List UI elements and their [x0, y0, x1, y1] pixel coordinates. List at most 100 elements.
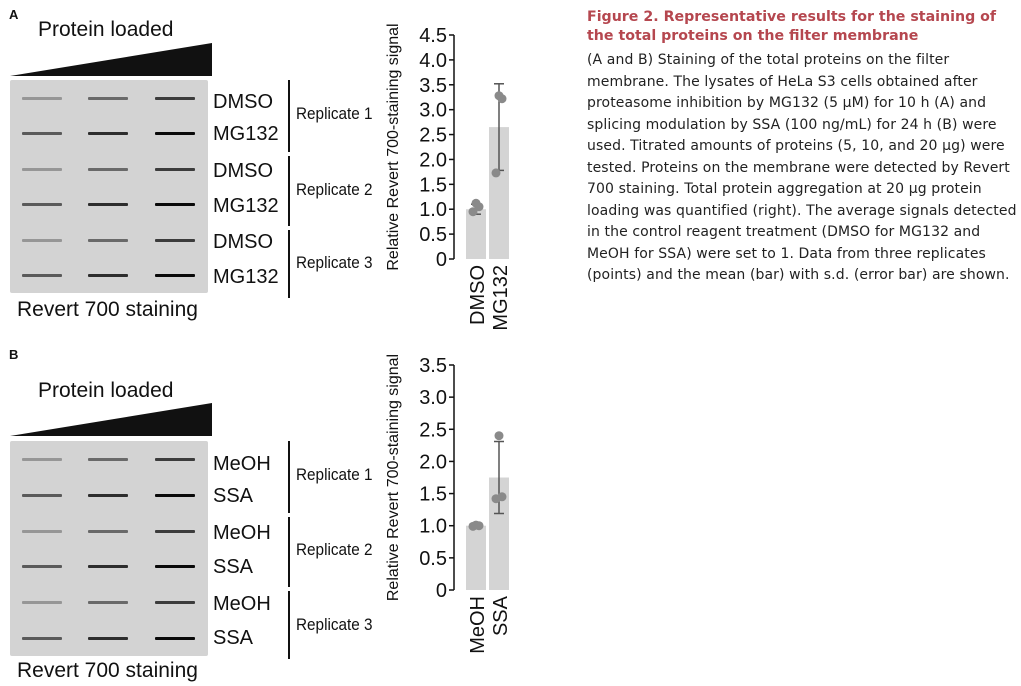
blot-band: [22, 637, 62, 640]
loading-gradient-wedge: [10, 43, 212, 76]
row-label: MG132: [213, 266, 279, 288]
blot-band: [88, 637, 128, 640]
replicate-label: Replicate 2: [296, 540, 373, 559]
y-tick-label: 4.0: [419, 50, 447, 72]
blot-band: [22, 239, 62, 242]
row-label: MeOH: [213, 522, 271, 544]
y-tick-label: 1.0: [419, 516, 447, 538]
blot-band: [88, 132, 128, 135]
blot-band: [88, 601, 128, 604]
row-label: DMSO: [213, 160, 273, 182]
blot-band: [88, 494, 128, 497]
figure-caption: Figure 2. Representative results for the…: [587, 8, 1017, 287]
caption-body: (A and B) Staining of the total proteins…: [587, 52, 1017, 283]
data-point: [497, 492, 507, 502]
blot-band: [155, 637, 195, 640]
blot-band: [155, 601, 195, 604]
panel-letter-b: B: [9, 347, 19, 362]
staining-label: Revert 700 staining: [17, 659, 198, 682]
panel-letter-a: A: [9, 7, 19, 22]
row-label: DMSO: [213, 231, 273, 253]
loading-gradient-wedge: [10, 403, 212, 436]
blot-band: [22, 458, 62, 461]
x-category-label: DMSO: [467, 265, 489, 325]
blot-band: [155, 203, 195, 206]
data-point: [471, 198, 481, 208]
blot-band: [88, 274, 128, 277]
x-category-label: MG132: [490, 265, 512, 331]
y-tick-label: 3.0: [419, 387, 447, 409]
blot-band: [22, 132, 62, 135]
y-tick-label: 1.5: [419, 484, 447, 506]
blot-band: [22, 494, 62, 497]
blot-band: [88, 97, 128, 100]
data-point: [494, 431, 504, 441]
blot-band: [155, 97, 195, 100]
y-tick-label: 0: [436, 580, 447, 602]
y-tick-label: 0.5: [419, 224, 447, 246]
bar-dmso: [466, 209, 486, 259]
y-tick-label: 0: [436, 249, 447, 271]
replicate-bracket: [288, 517, 290, 587]
replicate-bracket: [288, 591, 290, 659]
y-tick-label: 4.5: [419, 25, 447, 47]
blot-band: [22, 203, 62, 206]
y-tick-label: 3.5: [419, 75, 447, 97]
caption-title: Figure 2. Representative results for the…: [587, 9, 997, 44]
blot-band: [155, 132, 195, 135]
panel-a-title: Protein loaded: [38, 18, 174, 41]
y-axis-label: Relative Revert 700-staining signal: [385, 354, 402, 601]
y-tick-label: 3.5: [419, 355, 447, 377]
blot-band: [155, 274, 195, 277]
data-point: [491, 168, 501, 178]
blot-band: [88, 168, 128, 171]
blot-band: [22, 565, 62, 568]
blot-band: [155, 565, 195, 568]
blot-band: [88, 458, 128, 461]
membrane-blot-a: [10, 80, 208, 293]
row-label: SSA: [213, 556, 254, 578]
data-point: [468, 207, 478, 217]
row-label: MG132: [213, 195, 279, 217]
blot-band: [88, 239, 128, 242]
replicate-label: Replicate 1: [296, 104, 373, 123]
quantification-chart-a: Relative Revert 700-staining signal 0 0.5 1…: [385, 23, 512, 331]
y-tick-label: 2.0: [419, 451, 447, 473]
data-point: [471, 520, 481, 530]
blot-band: [155, 494, 195, 497]
replicate-label: Replicate 3: [296, 253, 373, 272]
y-tick-label: 0.5: [419, 548, 447, 570]
x-category-label: MeOH: [467, 596, 489, 654]
membrane-blot-b: [10, 441, 208, 656]
quantification-chart-b: Relative Revert 700-staining signal 0 0.5 1…: [385, 354, 512, 654]
row-label: MeOH: [213, 453, 271, 475]
panel-b-title: Protein loaded: [38, 379, 174, 402]
row-label: SSA: [213, 485, 254, 507]
replicate-label: Replicate 2: [296, 180, 373, 199]
bar-mg132: [489, 127, 509, 259]
blot-band: [155, 530, 195, 533]
blot-band: [22, 530, 62, 533]
blot-band: [155, 239, 195, 242]
y-tick-label: 2.5: [419, 125, 447, 147]
x-category-label: SSA: [490, 595, 512, 636]
blot-band: [155, 168, 195, 171]
blot-band: [88, 530, 128, 533]
data-point: [494, 91, 504, 101]
bar-ssa: [489, 477, 509, 590]
blot-band: [88, 565, 128, 568]
replicate-bracket: [288, 80, 290, 152]
y-tick-label: 2.5: [419, 419, 447, 441]
blot-band: [22, 601, 62, 604]
row-label: MeOH: [213, 593, 271, 615]
y-tick-label: 2.0: [419, 149, 447, 171]
y-tick-label: 1.0: [419, 199, 447, 221]
replicate-label: Replicate 3: [296, 615, 373, 634]
row-label: MG132: [213, 123, 279, 145]
y-tick-label: 3.0: [419, 100, 447, 122]
replicate-bracket: [288, 441, 290, 513]
y-axis-label: Relative Revert 700-staining signal: [385, 23, 402, 270]
bar-meoh: [466, 525, 486, 590]
blot-band: [155, 458, 195, 461]
blot-band: [88, 203, 128, 206]
